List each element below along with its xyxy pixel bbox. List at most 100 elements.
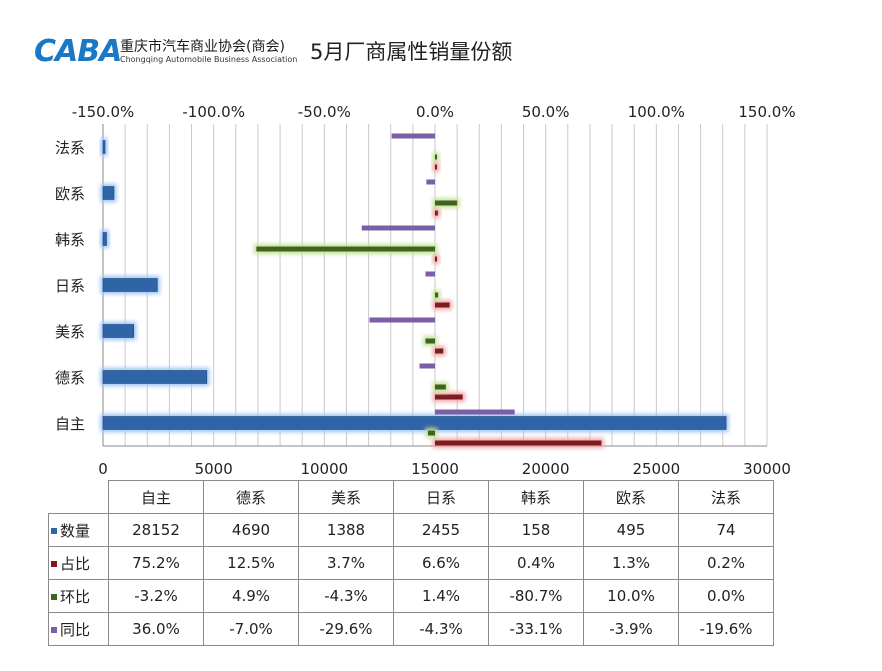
bar-同比 — [425, 271, 435, 277]
table-cell: 4.9% — [203, 579, 299, 613]
row-header: 数量 — [48, 513, 109, 547]
bar-环比 — [435, 200, 458, 206]
table-cell: 1.4% — [393, 579, 489, 613]
chart-title: 5月厂商属性销量份额 — [310, 40, 513, 64]
category-label: 美系 — [55, 323, 85, 341]
row-label: 同比 — [60, 620, 91, 639]
table-corner — [48, 480, 109, 514]
table-cell: 74 — [678, 513, 774, 547]
bar-环比 — [435, 384, 446, 390]
bar-同比 — [391, 133, 435, 139]
table-cell: 0.0% — [678, 579, 774, 613]
bar-环比 — [425, 338, 435, 344]
bar-占比 — [435, 302, 450, 308]
bar-环比 — [427, 430, 435, 436]
bar-同比 — [435, 409, 515, 415]
bar-数量 — [102, 416, 727, 430]
caba-logo: CABA 重庆市汽车商业协会(商会) Chongqing Automobile … — [34, 33, 297, 73]
bar-chart: -150.0% -100.0% -50.0% 0.0% 50.0% 100.0% 150.0… — [55, 103, 796, 478]
table-cell: -4.3% — [393, 612, 489, 646]
legend-swatch — [51, 594, 57, 600]
logo-chinese-name: 重庆市汽车商业协会(商会) — [120, 39, 285, 55]
top-axis-ticks: -150.0% -100.0% -50.0% 0.0% 50.0% 100.0% 150.0… — [72, 103, 796, 121]
top-tick-label: 150.0% — [738, 103, 795, 121]
row-label: 数量 — [60, 521, 91, 540]
table-cell: 158 — [488, 513, 584, 547]
table-cell: -29.6% — [298, 612, 394, 646]
bar-环比 — [435, 292, 439, 298]
bar-数量 — [102, 140, 106, 154]
table-cell: -7.0% — [203, 612, 299, 646]
table-cell: 1.3% — [583, 546, 679, 580]
table-cell: 6.6% — [393, 546, 489, 580]
bottom-tick-label: 0 — [98, 460, 108, 478]
table-cell: 3.7% — [298, 546, 394, 580]
bottom-tick-label: 10000 — [300, 460, 348, 478]
table-cell: 2455 — [393, 513, 489, 547]
bar-占比 — [435, 348, 444, 354]
bar-数量 — [102, 324, 135, 338]
column-header: 欧系 — [583, 480, 679, 514]
chart-bars — [100, 133, 729, 448]
table-cell: 0.4% — [488, 546, 584, 580]
table-cell: -3.9% — [583, 612, 679, 646]
category-label: 日系 — [55, 277, 85, 295]
bar-同比 — [369, 317, 435, 323]
bottom-tick-label: 25000 — [632, 460, 680, 478]
category-label: 德系 — [55, 369, 85, 387]
category-label: 法系 — [55, 139, 85, 157]
table-cell: 75.2% — [108, 546, 204, 580]
row-header: 环比 — [48, 579, 109, 613]
bar-环比 — [256, 246, 435, 252]
table-cell: -4.3% — [298, 579, 394, 613]
column-header: 韩系 — [488, 480, 584, 514]
column-header: 自主 — [108, 480, 204, 514]
table-cell: 36.0% — [108, 612, 204, 646]
table-row: 数量 28152 4690 1388 2455 158 495 74 — [48, 513, 774, 547]
table-cell: 28152 — [108, 513, 204, 547]
bar-数量 — [102, 232, 107, 246]
top-tick-label: -150.0% — [72, 103, 135, 121]
column-header: 法系 — [678, 480, 774, 514]
top-tick-label: 100.0% — [628, 103, 685, 121]
legend-swatch — [51, 528, 57, 534]
bar-占比 — [435, 394, 463, 400]
table-cell: -3.2% — [108, 579, 204, 613]
table-cell: 0.2% — [678, 546, 774, 580]
table-cell: 1388 — [298, 513, 394, 547]
table-cell: 10.0% — [583, 579, 679, 613]
column-header: 日系 — [393, 480, 489, 514]
bottom-tick-label: 20000 — [522, 460, 570, 478]
logo-english-name: Chongqing Automobile Business Associatio… — [120, 55, 298, 64]
top-tick-label: 50.0% — [522, 103, 570, 121]
table-cell: -80.7% — [488, 579, 584, 613]
row-label: 环比 — [60, 587, 91, 606]
top-tick-label: -100.0% — [182, 103, 245, 121]
bottom-tick-label: 30000 — [743, 460, 791, 478]
column-header: 德系 — [203, 480, 299, 514]
bar-占比 — [435, 210, 438, 216]
bar-占比 — [435, 440, 602, 446]
bar-同比 — [361, 225, 435, 231]
legend-swatch — [51, 627, 57, 633]
bottom-tick-label: 15000 — [411, 460, 459, 478]
table-row: 同比 36.0% -7.0% -29.6% -4.3% -33.1% -3.9% -19.6% — [48, 612, 774, 646]
bar-同比 — [426, 179, 435, 185]
row-header: 同比 — [48, 612, 109, 646]
category-label: 自主 — [55, 415, 85, 433]
bar-占比 — [435, 164, 437, 170]
table-cell: -33.1% — [488, 612, 584, 646]
row-label: 占比 — [60, 554, 91, 573]
bar-同比 — [419, 363, 435, 369]
table-cell: -19.6% — [678, 612, 774, 646]
column-header: 美系 — [298, 480, 394, 514]
top-tick-label: -50.0% — [298, 103, 351, 121]
logo-mark: CABA — [34, 34, 122, 69]
table-cell: 12.5% — [203, 546, 299, 580]
legend-swatch — [51, 561, 57, 567]
table-cell: 4690 — [203, 513, 299, 547]
data-table: 自主 德系 美系 日系 韩系 欧系 法系 数量 28152 4690 1388 2455 158 495 7… — [48, 480, 774, 646]
category-label: 欧系 — [55, 185, 85, 203]
bar-占比 — [435, 256, 437, 262]
bar-环比 — [435, 154, 437, 160]
